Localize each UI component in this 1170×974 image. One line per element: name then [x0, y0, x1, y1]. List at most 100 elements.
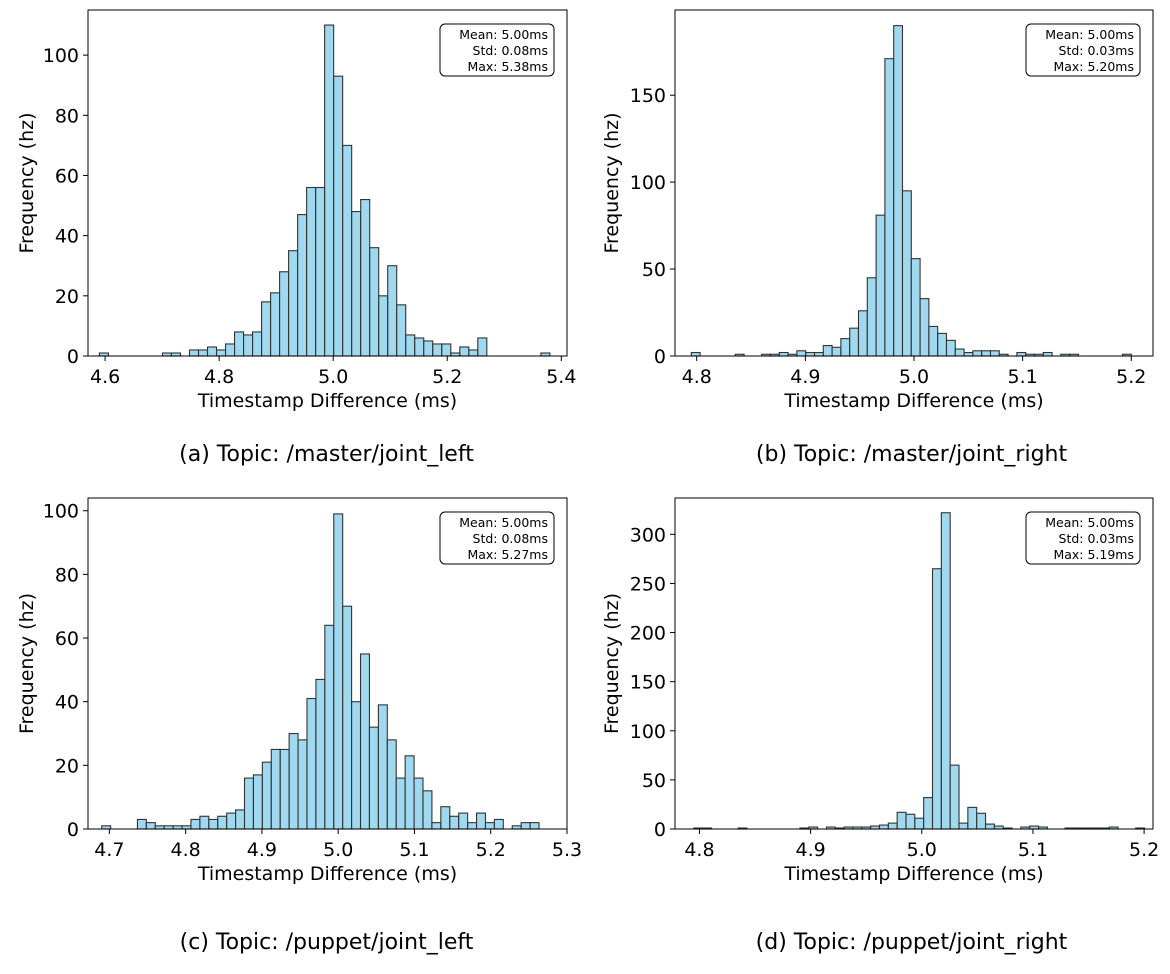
histogram-bar	[208, 818, 219, 830]
x-tick-label: 5.0	[318, 366, 348, 388]
y-tick-label: 20	[55, 286, 79, 308]
y-tick-label: 80	[55, 564, 79, 586]
histogram-bar	[261, 761, 272, 830]
histogram-bar	[878, 824, 889, 830]
histogram-bar	[377, 704, 388, 830]
histogram-bar	[840, 338, 851, 357]
histogram-bar	[234, 331, 245, 357]
x-tick-label: 4.9	[796, 839, 826, 861]
plot-frame	[87, 497, 568, 830]
stats-mean: Mean: 5.00ms	[459, 515, 548, 530]
histogram-bar	[386, 739, 397, 830]
stats-max: Max: 5.20ms	[1053, 59, 1134, 74]
histogram-panel-puppet-joint-left: 4.7 4.8 4.9 5.0 5.1 5.2 5.3 0 20 40 60 80 100 Timesta…	[0, 485, 585, 970]
x-tick-label: 5.0	[899, 366, 929, 388]
histogram-bar	[484, 822, 495, 830]
histogram-bar	[887, 822, 898, 830]
histogram-bar	[976, 812, 987, 830]
x-tick-label: 5.2	[432, 366, 462, 388]
histogram-bar	[914, 817, 925, 830]
x-tick-label: 4.8	[684, 839, 714, 861]
histogram-bar	[297, 214, 308, 357]
histogram-bar	[395, 777, 406, 830]
stats-box	[439, 511, 555, 565]
stats-box	[1025, 23, 1141, 77]
histogram-bar	[945, 339, 956, 357]
y-tick-label: 300	[630, 524, 666, 546]
x-tick-label: 5.3	[552, 839, 582, 861]
histogram-bar	[342, 605, 353, 830]
histogram-bar	[441, 343, 452, 357]
histogram-bar	[866, 277, 877, 357]
histogram-bar	[315, 186, 326, 357]
x-tick-label: 4.6	[90, 366, 120, 388]
histogram-bar	[215, 349, 227, 357]
histogram-bar	[270, 748, 281, 830]
histogram-chart-b: 4.8 4.9 5.0 5.1 5.2 0 50 100 150 Timestamp Differ…	[601, 9, 1154, 412]
histogram-bar	[306, 697, 317, 830]
stats-std: Std: 0.03ms	[1059, 531, 1134, 546]
histogram-bar	[778, 351, 789, 357]
y-axis-label: Frequency (hz)	[601, 593, 623, 734]
histogram-bar	[529, 822, 540, 830]
histogram-chart-d: 4.8 4.9 5.0 5.1 5.2 0 50 100 150 200 250 300 Timesta…	[601, 497, 1159, 885]
y-tick-label: 40	[55, 226, 79, 248]
x-tick-label: 5.4	[546, 366, 576, 388]
x-tick-label: 5.2	[1129, 839, 1159, 861]
y-tick-label: 150	[630, 672, 666, 694]
histogram-bar	[875, 214, 886, 357]
histogram-bar	[324, 24, 335, 357]
histogram-bar	[261, 301, 272, 357]
histogram-bar	[967, 806, 978, 830]
stats-mean: Mean: 5.00ms	[1045, 27, 1134, 42]
histogram-panel-master-joint-right: 4.8 4.9 5.0 5.1 5.2 0 50 100 150 Timestamp Differ…	[585, 0, 1170, 485]
histogram-bar	[937, 332, 948, 357]
histogram-bar	[378, 295, 389, 357]
y-tick-label: 100	[630, 721, 666, 743]
histogram-bar	[351, 701, 362, 830]
histogram-bar	[805, 351, 816, 357]
y-tick-label: 40	[55, 692, 79, 714]
histogram-bars	[690, 25, 1132, 357]
histogram-panel-master-joint-left: 4.6 4.8 5.0 5.2 5.4 0 20 40 60 80 100 Timestamp Dif…	[0, 0, 585, 485]
histogram-bar	[449, 815, 460, 830]
y-tick-label: 100	[630, 172, 666, 194]
y-tick-label: 20	[55, 755, 79, 777]
y-tick-label: 60	[55, 628, 79, 650]
y-tick-label: 60	[55, 165, 79, 187]
histogram-bar	[467, 822, 478, 830]
chart-caption-c: (c) Topic: /puppet/joint_left	[179, 930, 474, 955]
histogram-bar	[690, 351, 701, 357]
histogram-bar	[1016, 351, 1027, 357]
histogram-bar	[306, 186, 317, 357]
histogram-bar	[288, 732, 299, 830]
histogram-bar	[813, 351, 824, 357]
histogram-bar	[963, 351, 974, 357]
y-tick-label: 0	[67, 346, 79, 368]
histogram-bar	[1042, 351, 1053, 357]
x-axis-label: Timestamp Difference (ms)	[783, 390, 1043, 412]
histogram-bar	[279, 271, 290, 357]
histogram-bar	[387, 265, 398, 357]
y-tick-label: 200	[630, 623, 666, 645]
y-tick-label: 0	[654, 819, 666, 841]
histogram-bar	[226, 812, 237, 830]
histogram-bar	[235, 809, 246, 830]
histogram-bar	[949, 764, 960, 830]
histogram-bar	[440, 806, 451, 830]
histogram-bar	[413, 777, 424, 830]
histogram-bar	[849, 327, 860, 357]
histogram-bar	[297, 739, 308, 830]
histogram-bar	[972, 350, 983, 357]
histogram-bar	[270, 292, 281, 357]
histogram-bar	[217, 815, 228, 830]
histogram-bar	[477, 337, 488, 357]
histogram-bar	[884, 58, 895, 357]
histogram-bar	[315, 678, 326, 830]
plot-frame	[87, 9, 568, 357]
histogram-bar	[958, 822, 969, 830]
chart-caption-a: (a) Topic: /master/joint_left	[179, 442, 474, 467]
y-tick-label: 150	[630, 85, 666, 107]
histogram-bar	[369, 247, 380, 357]
histogram-bar	[136, 818, 147, 830]
